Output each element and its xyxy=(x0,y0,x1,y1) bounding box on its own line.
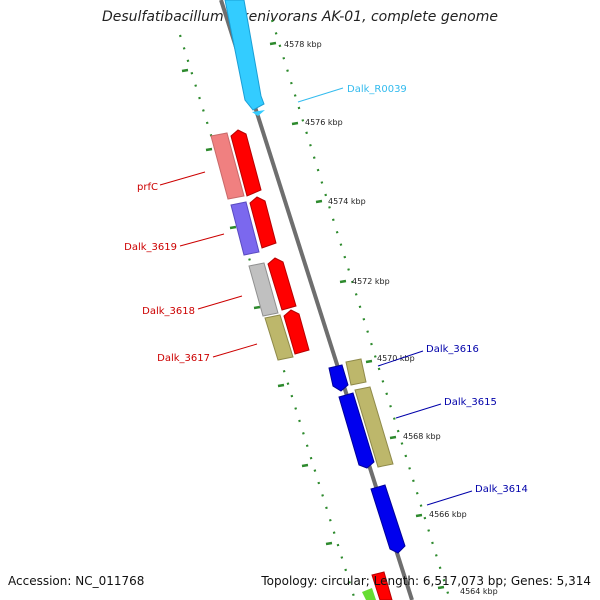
feature-dalk-3616-arrow[interactable] xyxy=(328,364,349,392)
label-connector xyxy=(426,490,473,506)
feature-dalk-r0039-tip xyxy=(252,110,265,116)
map-title: Desulfatibacillum alkenivorans AK-01, co… xyxy=(101,9,499,25)
tick-mark xyxy=(315,199,323,204)
genome-summary-text: Topology: circular; Length: 6,517,073 bp… xyxy=(261,574,591,588)
tick-mark xyxy=(365,359,373,364)
label-dalk-3618[interactable]: Dalk_3618 xyxy=(142,306,195,317)
feature-dalk-3615-box[interactable] xyxy=(354,386,394,468)
label-dalk-3614[interactable]: Dalk_3614 xyxy=(475,484,528,495)
tick-mark xyxy=(205,147,213,152)
tick-label: 4572 kbp xyxy=(352,277,390,286)
tick-label: 4570 kbp xyxy=(377,354,415,363)
label-connector xyxy=(212,343,258,358)
feature-dalk-3618-arrow[interactable] xyxy=(267,257,297,311)
tick-label: 4578 kbp xyxy=(284,40,322,49)
feature-dalk-3616-box[interactable] xyxy=(345,358,367,386)
tick-mark xyxy=(253,305,261,310)
label-connector xyxy=(377,350,424,367)
feature-dalk-3619-arrow[interactable] xyxy=(249,196,277,249)
label-dalk-3616[interactable]: Dalk_3616 xyxy=(426,344,479,355)
feature-dalk-3619-box[interactable] xyxy=(230,201,260,256)
label-dalk-r0039[interactable]: Dalk_R0039 xyxy=(347,84,407,95)
label-connector xyxy=(197,295,243,310)
feature-dalk-3617-arrow[interactable] xyxy=(283,309,310,355)
tick-label: 4564 kbp xyxy=(460,587,498,596)
tick-mark xyxy=(389,435,397,440)
tick-label: 4566 kbp xyxy=(429,510,467,519)
label-dalk-3619[interactable]: Dalk_3619 xyxy=(124,242,177,253)
tick-mark xyxy=(437,585,445,590)
feature-dalk-3617-box[interactable] xyxy=(264,314,294,361)
feature-partial-green xyxy=(362,588,376,600)
tick-mark xyxy=(181,68,189,73)
label-dalk-3617[interactable]: Dalk_3617 xyxy=(157,353,210,364)
right-dotted-guide xyxy=(270,19,452,600)
tick-mark xyxy=(269,41,277,46)
tick-label: 4568 kbp xyxy=(403,432,441,441)
feature-dalk-3618-box[interactable] xyxy=(248,262,279,317)
feature-dalk-3615-arrow[interactable] xyxy=(338,392,375,469)
label-connector xyxy=(179,233,225,247)
tick-label: 4576 kbp xyxy=(305,118,343,127)
label-dalk-3615[interactable]: Dalk_3615 xyxy=(444,397,497,408)
tick-mark xyxy=(229,225,237,230)
label-prfc[interactable]: prfC xyxy=(137,182,158,193)
tick-mark xyxy=(415,513,423,518)
tick-mark xyxy=(325,541,333,546)
tick-mark xyxy=(277,383,285,388)
feature-dalk-r0039[interactable] xyxy=(224,0,265,111)
tick-mark xyxy=(339,279,347,284)
feature-prfc-box[interactable] xyxy=(210,132,245,200)
tick-mark xyxy=(301,463,309,468)
label-connector xyxy=(297,87,344,103)
feature-dalk-3614-arrow[interactable] xyxy=(370,484,406,554)
tick-marks xyxy=(181,41,445,590)
tick-mark xyxy=(291,121,299,126)
label-connector xyxy=(159,171,206,186)
accession-text: Accession: NC_011768 xyxy=(8,574,145,588)
label-connector xyxy=(395,403,442,419)
feature-partial-red xyxy=(371,571,393,600)
tick-label: 4574 kbp xyxy=(328,197,366,206)
feature-prfc-arrow[interactable] xyxy=(230,129,262,197)
